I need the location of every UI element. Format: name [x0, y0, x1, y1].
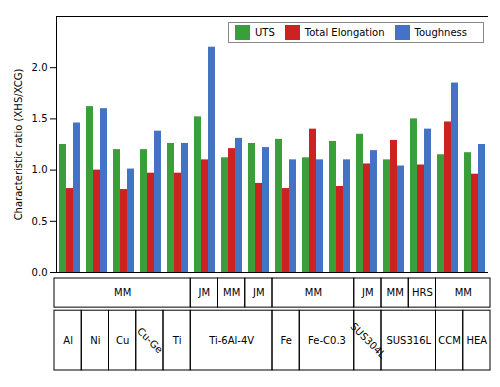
svg-text:Cu-Ge: Cu-Ge [135, 325, 165, 355]
html-text:Total Elongation: Total Elongation [304, 27, 385, 38]
svg-text:Ti-6Al-4V: Ti-6Al-4V [208, 335, 254, 346]
svg-text:MM: MM [386, 287, 403, 298]
svg-text:Characteristic ratio (XHS/XCG): Characteristic ratio (XHS/XCG) [13, 69, 24, 221]
svg-text:Fe-C0.3: Fe-C0.3 [308, 335, 346, 346]
svg-text:MM: MM [305, 287, 322, 298]
svg-text:HRS: HRS [412, 287, 433, 298]
svg-text:SUS304L: SUS304L [348, 321, 388, 361]
html-text:Toughness: Toughness [414, 27, 467, 38]
svg-text:CCM: CCM [438, 335, 461, 346]
svg-text:JM: JM [198, 287, 211, 298]
svg-text:1.5: 1.5 [32, 113, 48, 124]
svg-text:MM: MM [114, 287, 131, 298]
svg-text:Ti: Ti [172, 335, 182, 346]
svg-text:JM: JM [361, 287, 374, 298]
svg-text:Cu: Cu [116, 335, 129, 346]
svg-text:HEA: HEA [467, 335, 488, 346]
svg-text:Al: Al [63, 335, 73, 346]
svg-text:JM: JM [252, 287, 265, 298]
html-text:UTS: UTS [255, 27, 275, 38]
svg-text:MM: MM [455, 287, 472, 298]
svg-text:0.5: 0.5 [32, 216, 48, 227]
svg-text:SUS316L: SUS316L [386, 335, 431, 346]
svg-text:0.0: 0.0 [32, 267, 48, 276]
svg-text:2.0: 2.0 [32, 62, 48, 73]
svg-text:Ni: Ni [90, 335, 100, 346]
svg-text:1.0: 1.0 [32, 164, 48, 175]
svg-text:Fe: Fe [280, 335, 291, 346]
svg-text:MM: MM [223, 287, 240, 298]
